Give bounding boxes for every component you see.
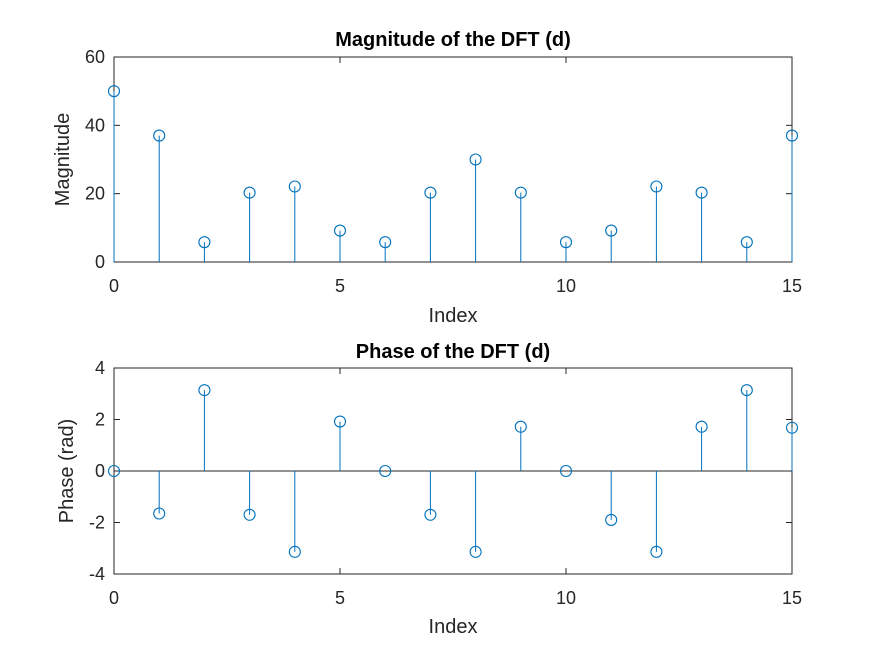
- phase-stem-marker: [288, 545, 301, 558]
- phase-stem-marker: [333, 415, 347, 428]
- phase-stem-marker: [198, 384, 211, 397]
- phase-stem-marker: [153, 507, 166, 520]
- magnitude-stem-marker: [695, 186, 708, 199]
- phase-stem-marker: [424, 508, 437, 521]
- phase-xtick-label: 0: [109, 588, 119, 608]
- magnitude-stems: [107, 85, 799, 262]
- phase-stem-marker: [379, 464, 392, 478]
- phase-stem-marker: [785, 421, 799, 434]
- phase-stem-marker: [469, 545, 482, 558]
- magnitude-stem-marker: [198, 236, 211, 249]
- magnitude-stem-marker: [333, 224, 347, 237]
- magnitude-xtick-label: 5: [335, 276, 345, 296]
- magnitude-stem-marker: [424, 186, 437, 199]
- magnitude-xtick-label: 15: [782, 276, 802, 296]
- phase-ytick-label: -2: [89, 513, 105, 533]
- magnitude-ylabel: Magnitude: [52, 113, 74, 206]
- magnitude-title: Magnitude of the DFT (d): [335, 29, 571, 51]
- magnitude-ytick-label: 40: [85, 115, 105, 135]
- magnitude-stem-marker: [514, 186, 527, 199]
- magnitude-stem-marker: [288, 180, 301, 193]
- phase-ytick-label: 2: [95, 410, 105, 430]
- phase-xtick-label: 15: [782, 588, 802, 608]
- magnitude-xtick-label: 10: [556, 276, 576, 296]
- phase-xlabel: Index: [429, 616, 478, 638]
- phase-stem-marker: [107, 464, 121, 478]
- phase-stem-marker: [605, 513, 618, 526]
- magnitude-ytick-label: 0: [95, 252, 105, 272]
- magnitude-stem-marker: [559, 236, 573, 249]
- magnitude-xlabel: Index: [429, 305, 478, 327]
- magnitude-stem-marker: [153, 129, 166, 142]
- phase-stem-marker: [514, 420, 527, 433]
- phase-ytick-label: -4: [89, 564, 105, 584]
- phase-subplot: Phase of the DFT (d) Index Phase (rad) 0…: [56, 341, 802, 638]
- magnitude-axes-frame: [113, 56, 793, 263]
- phase-ylabel: Phase (rad): [56, 419, 78, 524]
- magnitude-stem-marker: [243, 186, 256, 199]
- magnitude-ytick-label: 20: [85, 184, 105, 204]
- phase-ticks: 0 5 10 15 -4 -2 0 2 4: [89, 358, 802, 608]
- magnitude-stem-marker: [650, 180, 663, 193]
- magnitude-subplot: Magnitude of the DFT (d) Index Magnitude…: [52, 29, 802, 327]
- phase-xtick-label: 10: [556, 588, 576, 608]
- magnitude-xtick-label: 0: [109, 276, 119, 296]
- phase-ytick-label: 4: [95, 358, 105, 378]
- phase-stem-marker: [695, 420, 708, 433]
- phase-title: Phase of the DFT (d): [356, 341, 550, 363]
- phase-stems: [107, 384, 799, 558]
- phase-stem-marker: [740, 384, 753, 397]
- phase-stem-marker: [559, 464, 573, 478]
- phase-xtick-label: 5: [335, 588, 345, 608]
- magnitude-stem-marker: [605, 224, 618, 237]
- magnitude-stem-marker: [107, 85, 121, 98]
- magnitude-stem-marker: [740, 236, 753, 249]
- phase-stem-marker: [650, 545, 663, 558]
- magnitude-ytick-label: 60: [85, 47, 105, 67]
- magnitude-stem-marker: [785, 129, 799, 142]
- magnitude-ticks: 0 5 10 15 0 20 40 60: [85, 47, 802, 296]
- phase-stem-marker: [243, 508, 256, 521]
- magnitude-stem-marker: [379, 236, 392, 249]
- magnitude-stem-marker: [469, 153, 482, 166]
- phase-ytick-label: 0: [95, 461, 105, 481]
